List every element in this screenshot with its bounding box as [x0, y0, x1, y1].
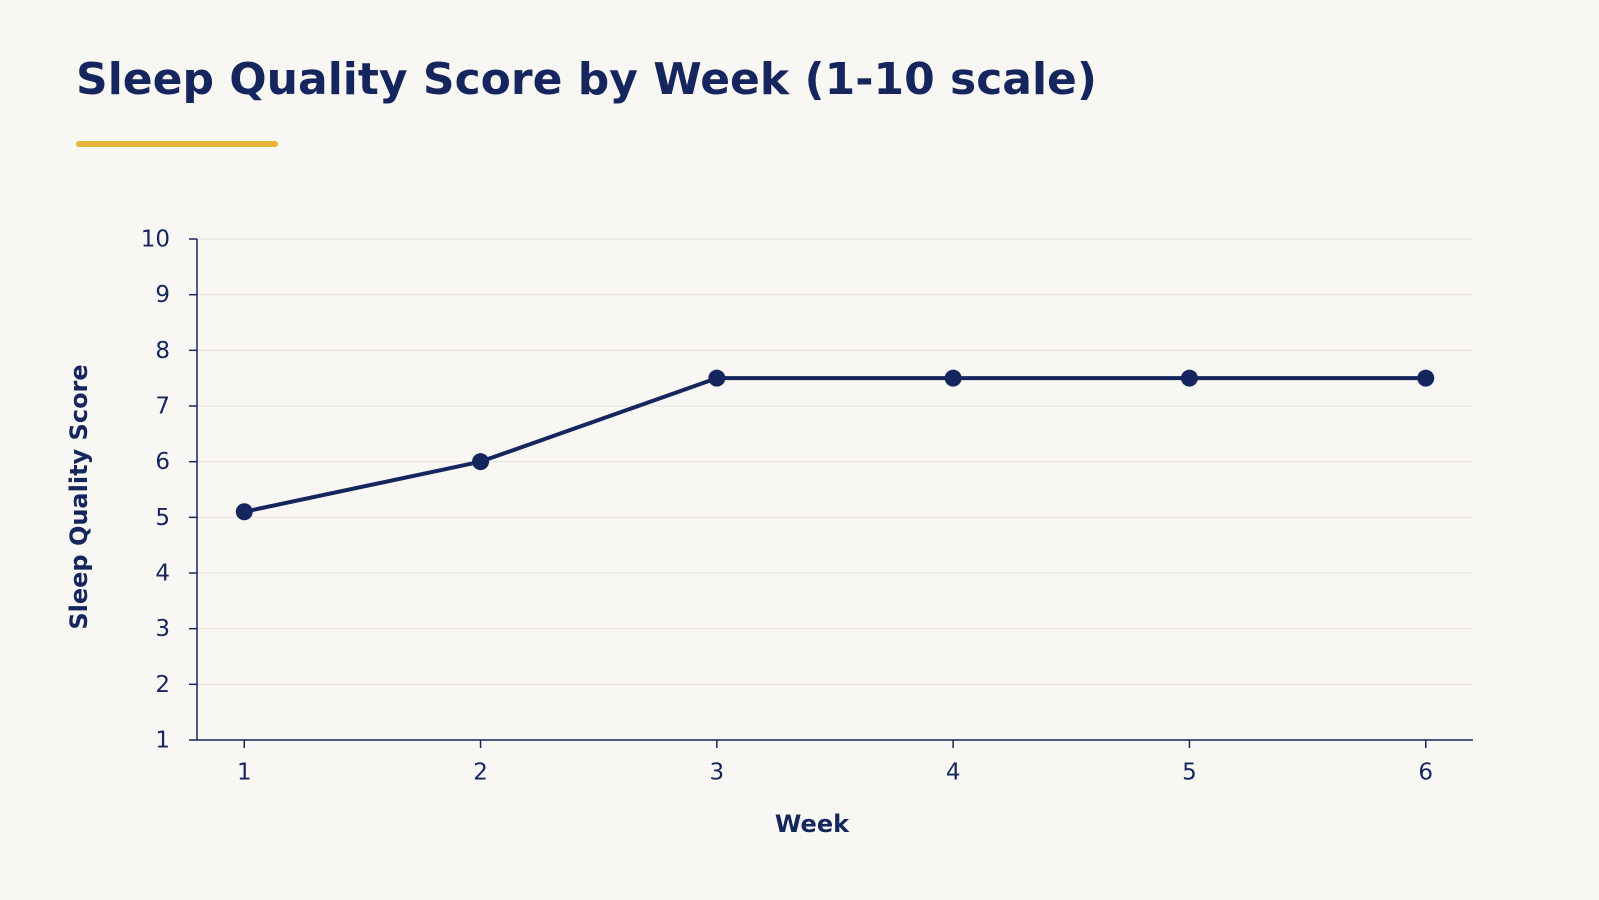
y-tick-label: 2	[155, 672, 170, 698]
x-tick-label: 3	[710, 760, 725, 786]
y-tick-label: 7	[155, 394, 170, 420]
y-tick-label: 10	[141, 227, 170, 253]
x-axis-label: Week	[775, 810, 850, 838]
data-point	[708, 369, 726, 387]
data-point	[1417, 369, 1435, 387]
y-tick-label: 3	[155, 616, 170, 642]
y-tick-label: 9	[155, 282, 170, 308]
y-axis-label: Sleep Quality Score	[65, 364, 93, 629]
chart-title: Sleep Quality Score by Week (1-10 scale)	[76, 54, 1097, 105]
y-tick-label: 6	[155, 449, 170, 475]
x-tick-label: 6	[1418, 760, 1433, 786]
data-point	[472, 453, 490, 471]
data-point	[944, 369, 962, 387]
x-tick-label: 1	[237, 760, 252, 786]
y-tick-label: 5	[155, 505, 170, 531]
x-tick-label: 2	[473, 760, 488, 786]
y-tick-label: 8	[155, 338, 170, 364]
x-tick-label: 5	[1182, 760, 1197, 786]
y-tick-label: 4	[155, 561, 170, 587]
data-point	[235, 503, 253, 521]
data-line	[243, 376, 1426, 514]
y-tick-label: 1	[155, 728, 170, 754]
title-underline	[76, 141, 278, 147]
x-tick-label: 4	[946, 760, 961, 786]
data-point	[1180, 369, 1198, 387]
